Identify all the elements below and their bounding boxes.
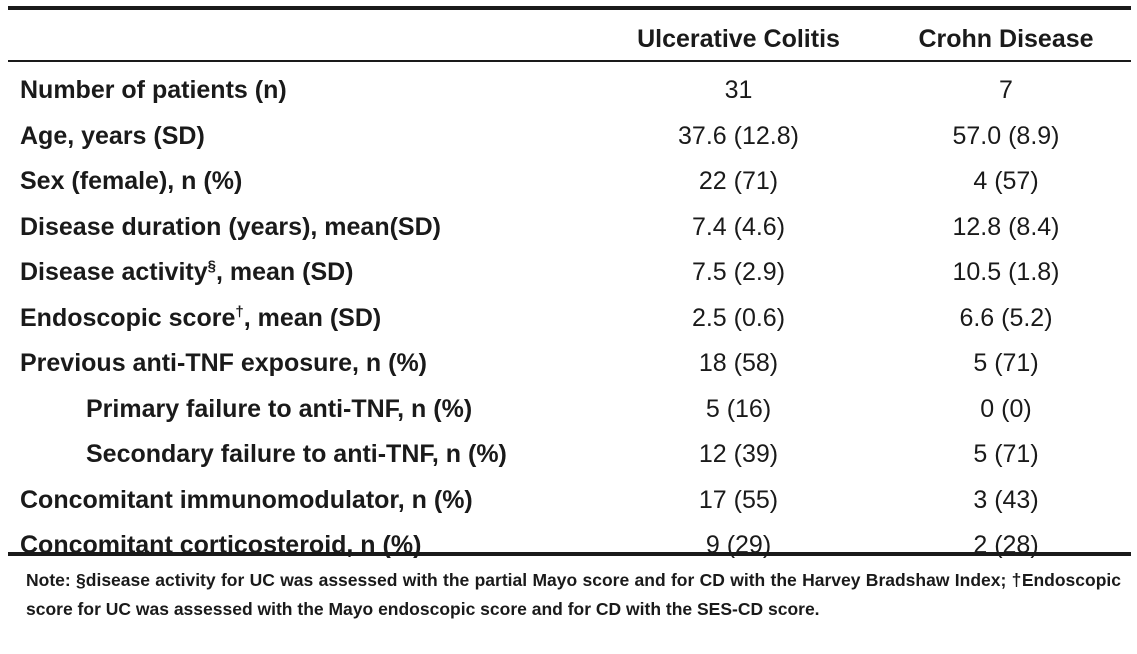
- cell-crohn-disease: 4 (57): [973, 167, 1039, 196]
- cell-ulcerative-colitis: 31: [724, 76, 753, 105]
- row-label: Primary failure to anti-TNF, n (%): [8, 387, 596, 433]
- row-label-text: Endoscopic score: [20, 303, 236, 332]
- row-label: Sex (female), n (%): [8, 159, 596, 205]
- cell-crohn-disease: 5 (71): [973, 440, 1039, 469]
- table-footnote: Note: §disease activity for UC was asses…: [26, 570, 1121, 619]
- row-label-footnote-marker: §: [207, 257, 216, 275]
- cell-ulcerative-colitis: 18 (58): [698, 349, 779, 378]
- row-label-suffix: , mean (SD): [215, 258, 354, 287]
- table-row: Disease duration (years), mean(SD) 7.4 (4…: [8, 205, 1131, 251]
- cell-crohn-disease: 3 (43): [973, 485, 1039, 514]
- row-label: Disease activity§, mean (SD): [8, 250, 596, 296]
- cell-ulcerative-colitis: 7.4 (4.6): [691, 212, 786, 241]
- table-row: Sex (female), n (%) 22 (71) 4 (57): [8, 159, 1131, 205]
- table-header-row: Ulcerative Colitis Crohn Disease: [8, 10, 1131, 64]
- cell-ulcerative-colitis: 37.6 (12.8): [678, 121, 799, 150]
- header-ulcerative-colitis: Ulcerative Colitis: [637, 24, 840, 53]
- table-bottom-rule: [8, 552, 1131, 556]
- cell-ulcerative-colitis: 22 (71): [698, 167, 779, 196]
- table-row: Age, years (SD) 37.6 (12.8) 57.0 (8.9): [8, 114, 1131, 160]
- table-header-rule: [8, 60, 1131, 62]
- cell-crohn-disease: 5 (71): [973, 349, 1039, 378]
- table-row: Previous anti-TNF exposure, n (%) 18 (58)…: [8, 341, 1131, 387]
- row-label: Concomitant immunomodulator, n (%): [8, 478, 596, 524]
- cell-ulcerative-colitis: 12 (39): [698, 440, 779, 469]
- row-label-footnote-marker: †: [235, 303, 244, 321]
- row-label-text: Secondary failure to anti-TNF, n (%): [86, 440, 507, 469]
- cell-ulcerative-colitis: 5 (16): [705, 394, 772, 423]
- row-label: Concomitant corticosteroid, n (%): [8, 523, 596, 569]
- header-label-cell: [8, 10, 596, 64]
- row-label: Number of patients (n): [8, 64, 596, 114]
- cell-crohn-disease: 0 (0): [980, 394, 1032, 423]
- row-label-text: Age, years (SD): [20, 121, 205, 150]
- cell-crohn-disease: 2 (28): [973, 531, 1039, 560]
- cell-crohn-disease: 7: [999, 76, 1013, 105]
- patient-characteristics-table: Ulcerative Colitis Crohn Disease Number …: [8, 10, 1131, 569]
- row-label-text: Disease activity: [20, 258, 208, 287]
- table-row: Concomitant corticosteroid, n (%) 9 (29) 2…: [8, 523, 1131, 569]
- row-label-text: Sex (female), n (%): [20, 167, 243, 196]
- row-label: Previous anti-TNF exposure, n (%): [8, 341, 596, 387]
- row-label: Disease duration (years), mean(SD): [8, 205, 596, 251]
- row-label-text: Concomitant immunomodulator, n (%): [20, 485, 473, 514]
- cell-crohn-disease: 57.0 (8.9): [952, 121, 1060, 150]
- cell-crohn-disease: 12.8 (8.4): [952, 212, 1060, 241]
- cell-crohn-disease: 6.6 (5.2): [959, 303, 1053, 332]
- row-label: Age, years (SD): [8, 114, 596, 160]
- cell-ulcerative-colitis: 17 (55): [698, 485, 779, 514]
- table-row: Secondary failure to anti-TNF, n (%) 12 (…: [8, 432, 1131, 478]
- table-row: Disease activity§, mean (SD) 7.5 (2.9) 10.…: [8, 250, 1131, 296]
- table-row: Primary failure to anti-TNF, n (%) 5 (16)…: [8, 387, 1131, 433]
- cell-ulcerative-colitis: 7.5 (2.9): [691, 258, 786, 287]
- cell-ulcerative-colitis: 9 (29): [705, 531, 772, 560]
- row-label-text: Previous anti-TNF exposure, n (%): [20, 349, 428, 378]
- row-label-text: Primary failure to anti-TNF, n (%): [86, 394, 473, 423]
- table-top-rule: [8, 6, 1131, 10]
- row-label: Secondary failure to anti-TNF, n (%): [8, 432, 596, 478]
- table-body: Number of patients (n) 31 7 Age, years (SD)…: [8, 64, 1131, 569]
- row-label-text: Disease duration (years), mean(SD): [20, 212, 441, 241]
- table-row: Concomitant immunomodulator, n (%) 17 (55…: [8, 478, 1131, 524]
- row-label-text: Number of patients (n): [20, 76, 287, 105]
- row-label-text: Concomitant corticosteroid, n (%): [20, 531, 422, 560]
- header-crohn-disease: Crohn Disease: [918, 24, 1094, 53]
- table-row: Number of patients (n) 31 7: [8, 64, 1131, 114]
- row-label: Endoscopic score†, mean (SD): [8, 296, 596, 342]
- cell-crohn-disease: 10.5 (1.8): [952, 258, 1060, 287]
- table-row: Endoscopic score†, mean (SD) 2.5 (0.6) 6.6…: [8, 296, 1131, 342]
- cell-ulcerative-colitis: 2.5 (0.6): [691, 303, 786, 332]
- row-label-suffix: , mean (SD): [243, 303, 382, 332]
